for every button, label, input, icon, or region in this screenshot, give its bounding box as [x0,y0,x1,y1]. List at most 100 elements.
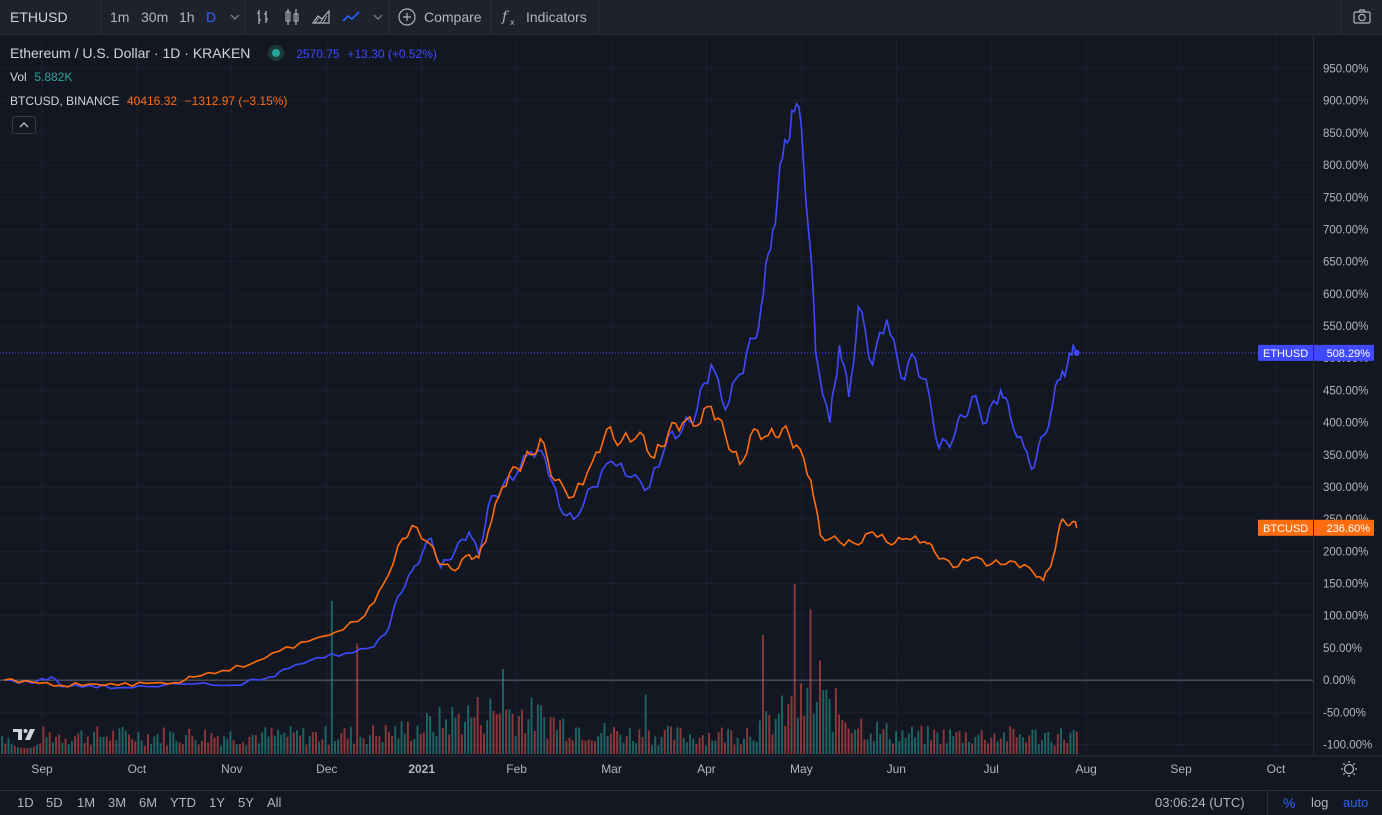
y-tick-label: -50.00% [1323,707,1366,719]
bar-chart-icon[interactable] [253,7,273,27]
volume-bar [762,635,764,754]
price-axis[interactable] [1313,36,1382,756]
btc-series-change: −1312.97 (−3.15%) [184,94,288,108]
volume-bar [80,730,83,754]
volume-bar [1002,732,1005,754]
volume-bar [1015,737,1018,754]
x-tick-label: Oct [128,762,147,776]
interval-d[interactable]: D [206,9,217,25]
volume-bar [48,732,51,754]
range-1d[interactable]: 1D [17,795,34,810]
volume-bar [464,721,466,754]
volume-bar [739,744,742,754]
volume-bar [869,733,872,754]
log-scale-toggle[interactable]: log [1311,795,1329,810]
volume-bar [536,704,539,754]
interval-1h[interactable]: 1h [179,9,195,25]
volume-bar [860,718,863,754]
volume-bar [457,713,460,754]
symbol-search[interactable]: ETHUSD [10,9,68,25]
volume-bar [784,725,787,754]
range-1y[interactable]: 1Y [209,795,225,810]
volume-bar [324,726,327,754]
volume-bar [704,745,707,754]
x-tick-label: Sep [31,762,53,776]
price-tag-bg [1258,344,1374,361]
y-tick-label: 450.00% [1323,385,1368,397]
y-tick-label: 300.00% [1323,482,1368,494]
range-5y[interactable]: 5Y [238,795,254,810]
range-6m[interactable]: 6M [139,795,158,810]
line-chart-icon[interactable] [341,7,361,27]
volume-bar [1018,734,1021,754]
volume-bar [663,729,666,754]
volume-bar [1012,728,1015,754]
range-5d[interactable]: 5D [46,795,63,810]
volume-label[interactable]: Vol [10,70,27,84]
volume-bar [451,707,454,754]
range-3m[interactable]: 3M [108,795,127,810]
camera-icon[interactable] [1352,7,1372,27]
volume-bar [546,738,549,754]
percent-scale-toggle[interactable]: % [1283,795,1296,811]
volume-bar [781,695,783,754]
volume-bar [210,733,213,754]
x-tick-label: May [790,762,813,776]
range-ytd[interactable]: YTD [170,795,196,810]
volume-bar [571,740,574,754]
plus-circle-icon[interactable] [397,7,417,27]
indicators-button[interactable]: Indicators [526,9,587,25]
volume-bar [530,697,533,754]
area-chart-icon[interactable] [311,7,331,27]
chevron-down-icon[interactable] [368,7,388,27]
chevron-down-icon[interactable] [225,7,245,27]
tradingview-logo-icon[interactable] [8,720,42,748]
volume-bar [115,740,118,754]
toolbar-separator [490,0,491,34]
volume-bar [280,734,283,754]
volume-bar [914,737,917,754]
volume-bar [406,721,409,754]
legend-collapse-button[interactable] [12,116,36,134]
interval-30m[interactable]: 30m [141,9,169,25]
compare-button[interactable]: Compare [424,9,482,25]
volume-bar [302,727,305,754]
volume-bar [1037,743,1040,754]
volume-bar [362,738,365,754]
volume-bar [574,727,577,754]
chart-canvas[interactable]: 950.00% 900.00% 850.00% 800.00% 750.00% 700.0… [0,36,1382,790]
volume-bar [876,721,879,754]
volume-bar [714,740,717,754]
utc-clock[interactable]: 03:06:24 (UTC) [1155,795,1245,810]
y-tick-label: -100.00% [1323,740,1372,752]
range-all[interactable]: All [267,795,282,810]
volume-bar [787,704,790,754]
volume-bar [261,732,264,754]
volume-bar [286,736,289,754]
toolbar-separator [598,0,599,34]
volume-bar [334,740,336,754]
volume-bar [720,727,723,754]
volume-bar [597,736,600,754]
volume-bar [983,739,986,754]
volume-bar [473,717,476,754]
volume-bar [483,733,485,754]
volume-bar [1072,730,1075,754]
range-1m[interactable]: 1M [77,795,96,810]
volume-bar [514,736,517,754]
volume-bar [337,739,340,754]
auto-scale-toggle[interactable]: auto [1343,795,1369,810]
volume-bar [83,743,86,754]
svg-text:f: f [501,9,510,25]
interval-1m[interactable]: 1m [110,9,130,25]
volume-bar [990,737,993,754]
volume-bar [749,736,752,754]
btc-series-title[interactable]: BTCUSD, BINANCE [10,94,120,108]
volume-bar [185,734,187,754]
volume-bar [96,726,99,754]
volume-bar [349,726,352,754]
main-series-title[interactable]: Ethereum / U.S. Dollar · 1D · KRAKEN [10,45,251,61]
volume-bar [825,690,828,754]
candle-chart-icon[interactable] [282,7,302,27]
